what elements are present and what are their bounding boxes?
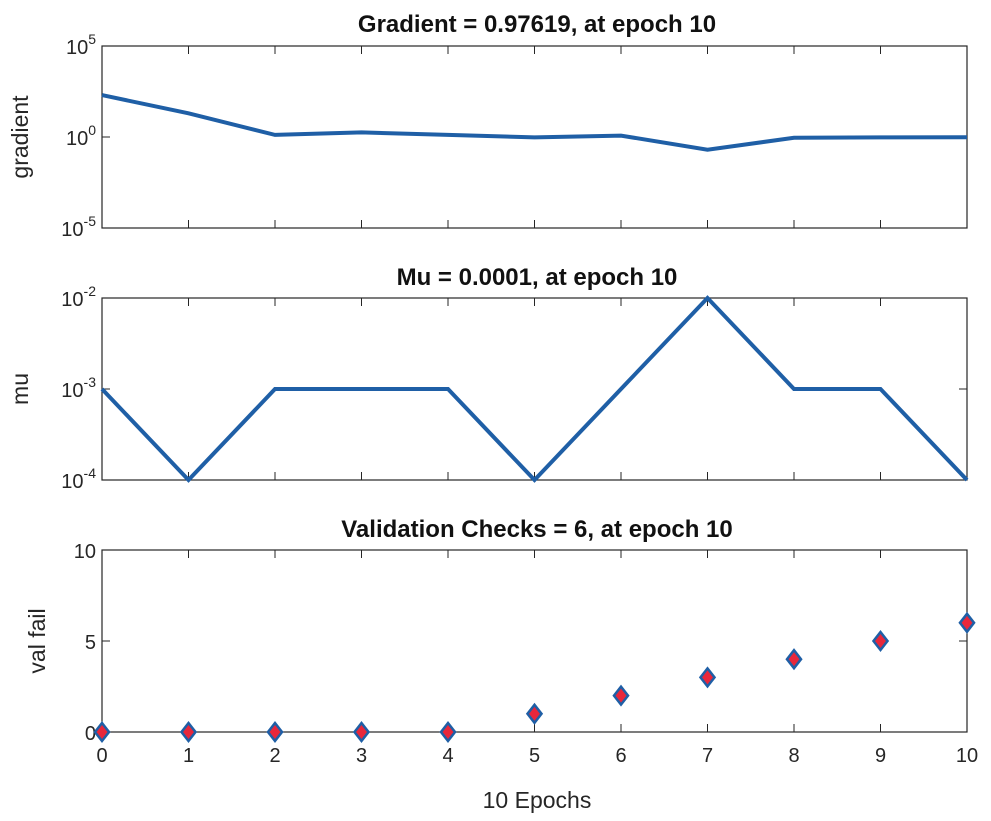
validation-axes-box <box>101 549 968 733</box>
x-tick-label: 5 <box>529 745 540 767</box>
x-tick-label: 1 <box>183 745 194 767</box>
gradient-axes-box <box>101 45 968 229</box>
val-fail-marker <box>698 666 717 689</box>
val-fail-marker <box>93 720 111 744</box>
x-tick-label: 7 <box>702 745 713 767</box>
y-tick-label: 10-4 <box>61 465 96 493</box>
x-axis-label: 10 Epochs <box>483 787 592 813</box>
gradient-panel: Gradient = 0.97619, at epoch 10 10510010… <box>7 11 968 241</box>
mu-series-line <box>100 295 969 483</box>
x-tick-label: 9 <box>875 745 886 767</box>
y-tick-label: 10-5 <box>61 213 96 241</box>
mu-title: Mu = 0.0001, at epoch 10 <box>397 264 678 291</box>
validation-y-axis-label: val fail <box>24 608 50 673</box>
val-fail-marker <box>266 720 284 744</box>
val-fail-marker <box>525 702 544 725</box>
y-tick-label: 100 <box>66 122 96 150</box>
gradient-title: Gradient = 0.97619, at epoch 10 <box>358 11 716 38</box>
gradient-y-tick-labels: 105 100 10-5 <box>61 31 96 241</box>
validation-title: Validation Checks = 6, at epoch 10 <box>341 516 733 543</box>
x-tick-label: 8 <box>788 745 799 767</box>
gradient-y-axis-label: gradient <box>7 95 33 179</box>
x-tick-label: 0 <box>96 745 107 767</box>
y-tick-label: 0 <box>85 723 96 745</box>
y-tick-label: 10-3 <box>61 374 96 402</box>
val-fail-marker <box>612 684 630 707</box>
y-tick-label: 10 <box>74 541 96 563</box>
x-tick-label: 10 <box>956 745 978 767</box>
val-fail-marker <box>352 720 371 744</box>
mu-y-axis-label: mu <box>7 373 33 405</box>
x-tick-label: 4 <box>442 745 453 767</box>
val-fail-marker <box>958 611 976 634</box>
val-fail-marker <box>785 648 803 671</box>
val-fail-marker <box>871 629 890 653</box>
gradient-series-line <box>101 93 968 152</box>
x-tick-label: 2 <box>269 745 280 767</box>
y-tick-label: 105 <box>66 31 96 59</box>
y-tick-label: 5 <box>85 632 96 654</box>
x-tick-label: 3 <box>356 745 367 767</box>
validation-markers <box>93 611 976 744</box>
validation-x-tick-labels: 0 1 2 3 4 5 6 7 8 9 10 <box>96 745 978 767</box>
val-fail-marker <box>439 720 457 744</box>
validation-y-tick-labels: 10 5 0 <box>74 541 96 745</box>
x-tick-label: 6 <box>615 745 626 767</box>
val-fail-marker <box>179 720 198 744</box>
mu-panel: Mu = 0.0001, at epoch 10 10-2 10-3 10-4 mu <box>7 264 969 493</box>
validation-panel: Validation Checks = 6, at epoch 10 1050 … <box>24 516 978 813</box>
mu-y-tick-labels: 10-2 10-3 10-4 <box>61 283 96 493</box>
y-tick-label: 10-2 <box>61 283 96 311</box>
